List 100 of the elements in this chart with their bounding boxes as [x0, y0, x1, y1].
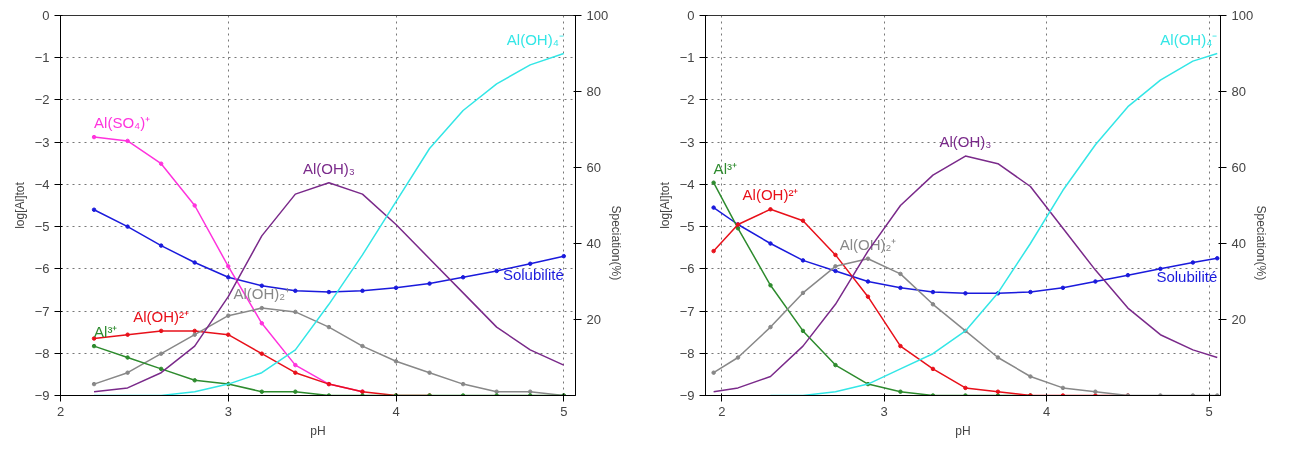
- point: [930, 366, 936, 372]
- point: [158, 161, 164, 166]
- point: [1060, 385, 1066, 391]
- point: [1028, 374, 1033, 379]
- series-label: Al³⁺: [94, 323, 118, 341]
- y-tick-label: −1: [34, 50, 50, 66]
- point: [1028, 289, 1033, 295]
- y2-tick-label: 20: [1231, 312, 1246, 327]
- point: [768, 207, 773, 212]
- x-tick-label: 2: [56, 403, 65, 419]
- point: [192, 378, 197, 383]
- point: [91, 381, 97, 387]
- x-axis-title: pH: [955, 423, 971, 438]
- y2-tick-label: 100: [586, 8, 609, 23]
- series-label: Al(OH)₄⁻: [506, 30, 564, 48]
- point: [293, 309, 298, 315]
- point: [494, 389, 499, 394]
- point: [192, 260, 197, 265]
- point: [865, 256, 871, 261]
- y-tick-label: −9: [679, 388, 695, 403]
- point: [226, 313, 231, 318]
- point: [125, 370, 130, 375]
- y-tick-label: −3: [679, 134, 695, 150]
- point: [1190, 260, 1196, 265]
- point: [460, 381, 466, 387]
- point: [158, 328, 164, 334]
- y2-tick-label: 80: [586, 84, 601, 99]
- point: [711, 180, 716, 185]
- series-label: Al(OH)₃: [939, 133, 992, 151]
- point: [995, 355, 1001, 360]
- point: [768, 241, 773, 246]
- y-axis-title: log[Al]tot: [657, 181, 672, 229]
- y-tick-label: −2: [34, 92, 50, 108]
- point: [1215, 256, 1220, 261]
- point: [259, 389, 265, 394]
- point: [259, 321, 265, 326]
- point: [360, 393, 365, 396]
- y-tick-label: −7: [679, 303, 695, 319]
- series-label: Al³⁺: [713, 159, 737, 177]
- y-tick-label: −2: [679, 92, 695, 108]
- x-tick-label: 3: [880, 403, 888, 419]
- point: [91, 207, 97, 212]
- point: [963, 385, 968, 391]
- y-tick-label: 0: [42, 8, 50, 23]
- point: [865, 279, 871, 284]
- line-series: [712, 155, 1218, 393]
- point: [91, 134, 97, 140]
- point: [293, 362, 298, 368]
- point: [226, 275, 231, 280]
- point: [898, 271, 903, 277]
- y-axis-title: log[Al]tot: [12, 181, 27, 229]
- point: [125, 332, 130, 337]
- point: [91, 343, 97, 349]
- y2-tick-label: 40: [1231, 236, 1246, 251]
- point: [711, 248, 716, 254]
- y-tick-label: −3: [34, 134, 50, 150]
- y-tick-label: −6: [679, 261, 695, 277]
- point: [833, 264, 838, 269]
- y2-tick-label: 80: [1231, 84, 1246, 99]
- point: [898, 285, 903, 291]
- x-tick-label: 5: [560, 403, 568, 419]
- point: [494, 268, 499, 274]
- point: [1093, 279, 1098, 284]
- series-label: Solubilité: [1156, 268, 1218, 286]
- y2-tick-label: 40: [586, 236, 601, 251]
- point: [393, 359, 399, 364]
- point: [527, 261, 533, 267]
- point: [800, 258, 806, 263]
- y-tick-label: −4: [679, 176, 695, 192]
- point: [768, 324, 773, 330]
- point: [91, 336, 97, 341]
- point: [293, 389, 298, 394]
- y2-tick-label: 60: [1231, 160, 1246, 175]
- point: [1158, 393, 1163, 396]
- y-tick-label: −8: [679, 345, 695, 361]
- line-series: [93, 181, 565, 393]
- y-tick-label: −1: [679, 50, 695, 66]
- x-tick-label: 3: [224, 403, 232, 419]
- y-tick-label: 0: [687, 8, 695, 23]
- point: [125, 138, 130, 144]
- x-axis-title: pH: [310, 423, 326, 438]
- point: [393, 285, 399, 291]
- point: [192, 328, 197, 334]
- point: [800, 328, 806, 334]
- point: [125, 224, 130, 229]
- y2-axis-title: Speciation(%): [1254, 205, 1269, 281]
- y2-axis-title: Speciation(%): [609, 205, 624, 281]
- y-tick-label: −8: [34, 345, 50, 361]
- point: [125, 355, 130, 360]
- point: [800, 218, 806, 223]
- y2-tick-label: 60: [586, 160, 601, 175]
- point: [158, 351, 164, 356]
- point: [711, 370, 716, 375]
- point: [865, 294, 871, 299]
- point: [735, 226, 741, 231]
- point: [326, 324, 332, 330]
- point: [930, 302, 936, 307]
- point: [192, 332, 197, 337]
- point: [833, 362, 838, 368]
- point: [963, 291, 968, 296]
